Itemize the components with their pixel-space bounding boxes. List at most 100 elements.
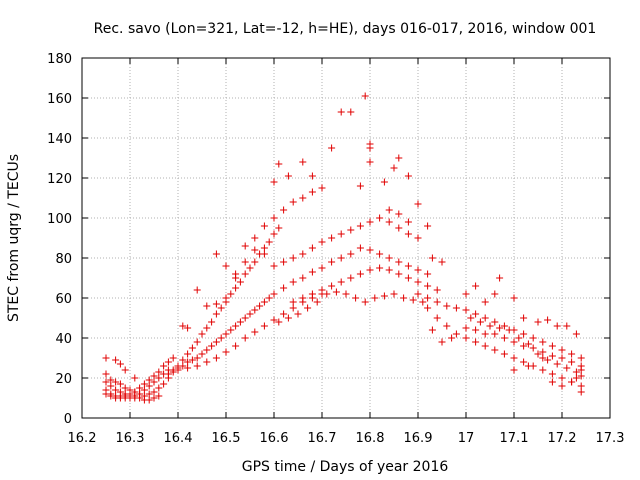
data-point xyxy=(462,290,470,298)
data-point xyxy=(347,250,355,258)
data-point xyxy=(452,304,460,312)
data-point xyxy=(217,334,225,342)
x-tick-label: 16.4 xyxy=(164,431,193,446)
data-point xyxy=(500,322,508,330)
data-point xyxy=(318,184,326,192)
data-point xyxy=(424,222,432,230)
data-point xyxy=(102,390,110,398)
data-point xyxy=(462,324,470,332)
data-point xyxy=(270,290,278,298)
data-point xyxy=(347,274,355,282)
data-point xyxy=(481,330,489,338)
data-point xyxy=(510,294,518,302)
data-point xyxy=(534,318,542,326)
data-point xyxy=(212,310,220,318)
data-point xyxy=(510,366,518,374)
y-tick-label: 160 xyxy=(47,92,72,107)
data-point xyxy=(136,384,144,392)
data-point xyxy=(222,294,230,302)
data-point xyxy=(385,254,393,262)
data-point xyxy=(491,318,499,326)
data-point xyxy=(544,316,552,324)
data-point xyxy=(136,390,144,398)
data-point xyxy=(203,324,211,332)
data-point xyxy=(337,230,345,238)
data-point xyxy=(184,324,192,332)
data-point xyxy=(184,364,192,372)
data-point xyxy=(361,92,369,100)
data-point xyxy=(520,314,528,322)
data-point xyxy=(433,298,441,306)
data-point xyxy=(289,254,297,262)
data-point xyxy=(424,294,432,302)
data-point xyxy=(275,160,283,168)
data-point xyxy=(539,366,547,374)
data-point xyxy=(366,246,374,254)
data-point xyxy=(299,194,307,202)
data-point xyxy=(404,230,412,238)
data-point xyxy=(496,274,504,282)
data-point xyxy=(179,362,187,370)
data-point xyxy=(568,350,576,358)
data-point xyxy=(289,278,297,286)
x-tick-label: 16.6 xyxy=(260,431,289,446)
data-point xyxy=(284,172,292,180)
y-tick-labels: 0 20 40 60 80 100 120 140 160 180 xyxy=(47,52,72,427)
data-point xyxy=(150,388,158,396)
data-point xyxy=(371,294,379,302)
data-point xyxy=(203,302,211,310)
data-point xyxy=(227,290,235,298)
data-point xyxy=(102,354,110,362)
data-point xyxy=(198,350,206,358)
data-point xyxy=(568,378,576,386)
data-point xyxy=(380,178,388,186)
x-tick-label: 17 xyxy=(458,431,475,446)
data-point xyxy=(428,254,436,262)
data-point xyxy=(131,388,139,396)
y-tick-label: 0 xyxy=(64,412,72,427)
y-axis-label: STEC from uqrg / TECUs xyxy=(6,154,22,322)
data-point xyxy=(294,310,302,318)
data-point xyxy=(548,342,556,350)
data-point xyxy=(385,218,393,226)
data-point xyxy=(112,356,120,364)
data-point xyxy=(414,234,422,242)
data-point xyxy=(337,278,345,286)
y-tick-label: 180 xyxy=(47,52,72,67)
data-point xyxy=(227,326,235,334)
data-point xyxy=(308,172,316,180)
data-point xyxy=(395,154,403,162)
data-point xyxy=(510,354,518,362)
data-point xyxy=(241,258,249,266)
data-point xyxy=(270,178,278,186)
data-point xyxy=(500,350,508,358)
data-point xyxy=(318,264,326,272)
data-point xyxy=(404,262,412,270)
data-point xyxy=(404,274,412,282)
data-point xyxy=(102,370,110,378)
data-point xyxy=(347,108,355,116)
data-point xyxy=(164,370,172,378)
data-point xyxy=(548,370,556,378)
data-point xyxy=(462,334,470,342)
data-point xyxy=(491,290,499,298)
data-point xyxy=(438,258,446,266)
data-point xyxy=(155,392,163,400)
data-point xyxy=(563,364,571,372)
data-point xyxy=(150,372,158,380)
data-point xyxy=(198,330,206,338)
data-point xyxy=(481,314,489,322)
data-point xyxy=(145,382,153,390)
data-point xyxy=(236,318,244,326)
y-tick-label: 140 xyxy=(47,132,72,147)
y-tick-label: 80 xyxy=(55,252,72,267)
data-point xyxy=(289,298,297,306)
data-point xyxy=(193,354,201,362)
data-point xyxy=(145,376,153,384)
data-point xyxy=(212,250,220,258)
data-point xyxy=(212,338,220,346)
data-point xyxy=(328,234,336,242)
data-point xyxy=(356,182,364,190)
data-point xyxy=(222,262,230,270)
y-tick-label: 120 xyxy=(47,172,72,187)
